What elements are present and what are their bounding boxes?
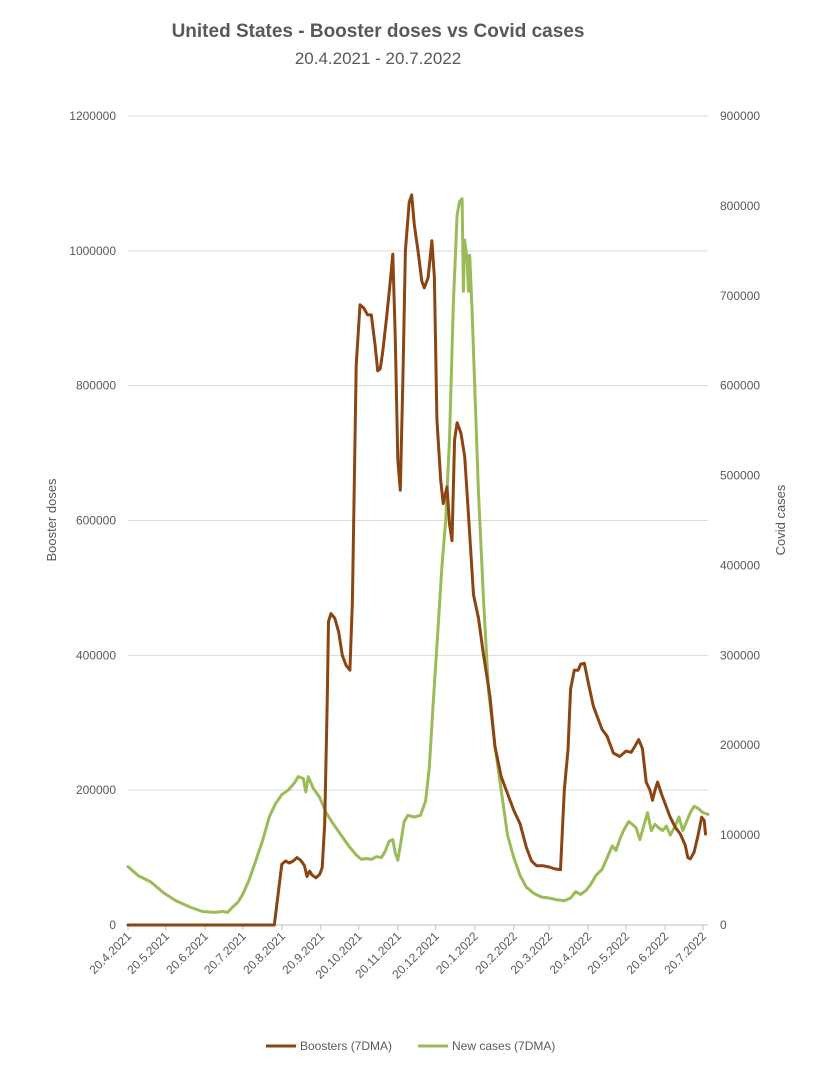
y2-axis-label: Covid cases: [773, 484, 788, 555]
y2-tick-label: 700000: [720, 289, 760, 303]
y2-tick-label: 100000: [720, 828, 760, 842]
y-tick-label: 600000: [76, 514, 116, 528]
legend-item-boosters: Boosters (7DMA): [300, 1039, 392, 1053]
legend-item-new-cases: New cases (7DMA): [452, 1039, 555, 1053]
y-tick-label: 800000: [76, 379, 116, 393]
y2-tick-label: 300000: [720, 648, 760, 662]
y-axis-left: 0 200000 400000 600000 800000 1000000 1200000: [69, 109, 116, 932]
chart-title: United States - Booster doses vs Covid c…: [172, 21, 585, 42]
chart-subtitle: 20.4.2021 - 20.7.2022: [295, 49, 461, 68]
y-tick-label: 0: [109, 918, 116, 932]
series-lines: [126, 193, 710, 927]
y2-tick-label: 500000: [720, 469, 760, 483]
y2-tick-label: 600000: [720, 379, 760, 393]
y2-tick-label: 800000: [720, 199, 760, 213]
y-tick-label: 200000: [76, 783, 116, 797]
legend: Boosters (7DMA) New cases (7DMA): [266, 1039, 555, 1053]
series-line-new-cases: [126, 197, 710, 914]
series-line-boosters: [126, 193, 707, 927]
y-axis-right: 0 100000 200000 300000 400000 500000 600000 700…: [720, 109, 760, 932]
y-tick-label: 400000: [76, 648, 116, 662]
y2-tick-label: 200000: [720, 738, 760, 752]
y-tick-label: 1200000: [69, 109, 116, 123]
y2-tick-label: 400000: [720, 558, 760, 572]
y-axis-label: Booster doses: [44, 478, 59, 562]
y2-tick-label: 0: [720, 918, 727, 932]
y-tick-label: 1000000: [69, 244, 116, 258]
y2-tick-label: 900000: [720, 109, 760, 123]
